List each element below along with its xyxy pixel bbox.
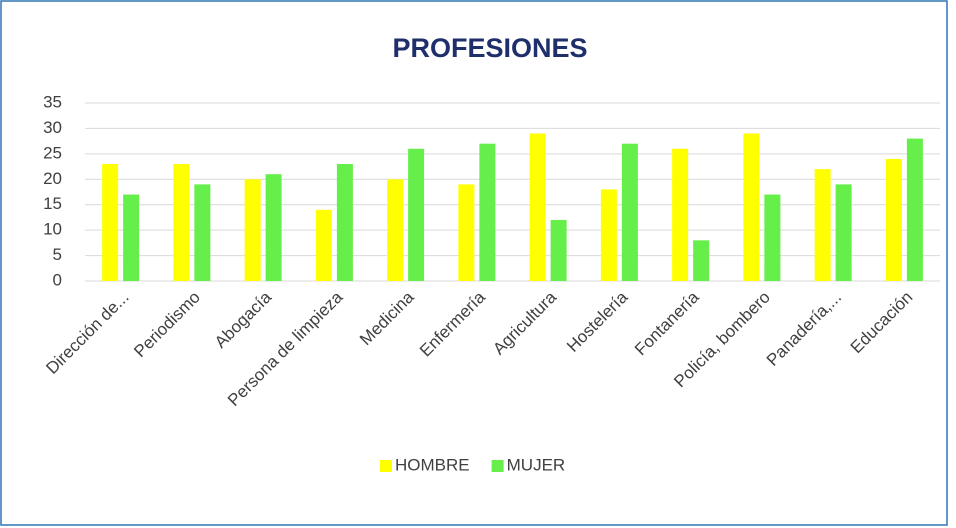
legend-label: HOMBRE: [395, 455, 470, 474]
y-tick-label: 20: [43, 169, 62, 188]
bar: [885, 158, 902, 281]
y-tick-label: 0: [53, 270, 62, 289]
bar: [123, 194, 140, 281]
y-tick-label: 25: [43, 143, 62, 162]
bar: [764, 194, 781, 281]
legend-swatch: [491, 460, 504, 472]
bar: [621, 143, 638, 281]
bar: [743, 133, 760, 281]
bar: [693, 240, 710, 281]
bar: [408, 148, 425, 281]
bar: [265, 174, 282, 281]
y-tick-label: 35: [43, 92, 62, 111]
bar: [835, 184, 852, 281]
bar: [600, 189, 617, 281]
y-tick-label: 5: [53, 245, 62, 264]
bar: [529, 133, 546, 281]
bar: [550, 219, 567, 281]
bar: [479, 143, 496, 281]
y-tick-label: 10: [43, 220, 62, 239]
bar: [814, 169, 831, 281]
bar: [387, 179, 404, 281]
bar: [244, 179, 261, 281]
bar: [906, 138, 923, 281]
y-tick-label: 15: [43, 194, 62, 213]
bar: [458, 184, 475, 281]
bar: [336, 164, 353, 281]
bar: [672, 148, 689, 281]
legend-swatch: [380, 460, 392, 472]
bar: [194, 184, 211, 281]
legend-label: MUJER: [507, 455, 566, 474]
y-tick-label: 30: [43, 118, 62, 137]
chart-title: PROFESIONES: [392, 33, 587, 63]
bar: [102, 164, 119, 281]
bar: [315, 209, 332, 281]
bar: [173, 164, 190, 281]
